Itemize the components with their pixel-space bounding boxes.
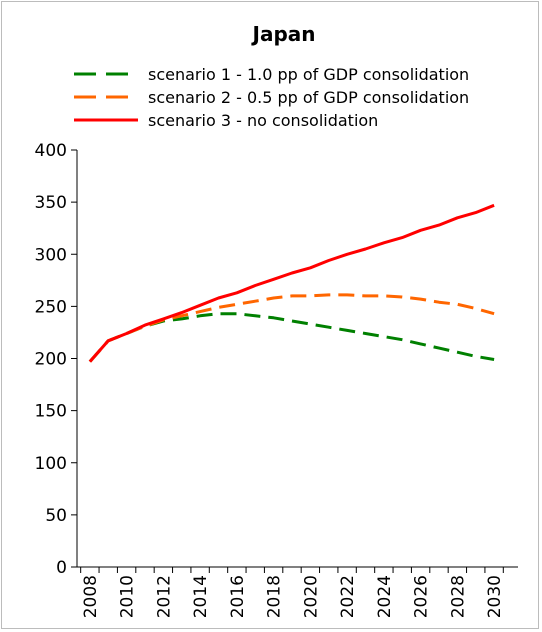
- x-tick-label: 2012: [154, 575, 174, 618]
- x-tick-label: 2022: [338, 575, 358, 618]
- x-tick-label: 2016: [228, 575, 248, 618]
- legend-label-2: scenario 2 - 0.5 pp of GDP consolidation: [148, 88, 469, 107]
- y-tick-label: 50: [45, 506, 67, 526]
- y-tick-label: 0: [56, 558, 67, 578]
- y-tick-label: 100: [35, 454, 67, 474]
- y-tick-label: 150: [35, 402, 67, 422]
- x-tick-label: 2020: [301, 575, 321, 618]
- legend-label-3: scenario 3 - no consolidation: [148, 111, 378, 130]
- legend-label-1: scenario 1 - 1.0 pp of GDP consolidation: [148, 65, 469, 84]
- y-tick-label: 350: [35, 193, 67, 213]
- y-tick-label: 400: [35, 141, 67, 161]
- y-tick-label: 300: [35, 245, 67, 265]
- x-tick-label: 2018: [265, 575, 285, 618]
- series-line-3: [88, 203, 495, 363]
- chart-title: Japan: [251, 22, 316, 46]
- y-tick-label: 250: [35, 297, 67, 317]
- x-tick-label: 2010: [118, 575, 138, 618]
- x-tick-label: 2030: [485, 575, 505, 618]
- x-tick-label: 2024: [375, 575, 395, 618]
- legend: scenario 1 - 1.0 pp of GDP consolidation…: [74, 65, 469, 130]
- x-tick-label: 2026: [412, 575, 432, 618]
- x-tick-label: 2028: [448, 575, 468, 618]
- series-line-2: [88, 293, 495, 363]
- series-line-1: [88, 312, 495, 363]
- y-tick-label: 200: [35, 350, 67, 370]
- x-tick-label: 2008: [81, 575, 101, 618]
- plot-area: [88, 203, 495, 363]
- x-tick-label: 2014: [191, 575, 211, 618]
- axes: 0 50 100 150 200 250 300 350 400 2008 2010 2012 2014…: [35, 141, 518, 618]
